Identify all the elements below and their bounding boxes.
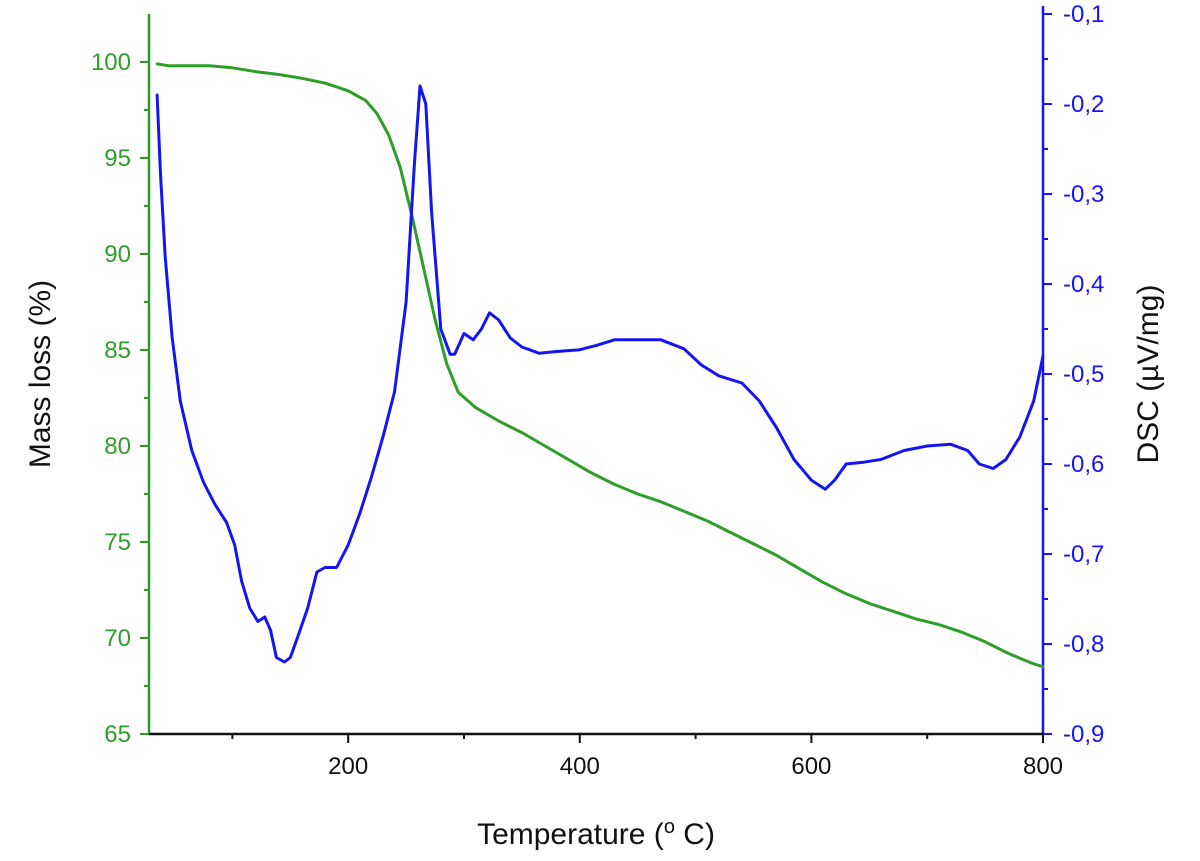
x-tick-label: 400 — [560, 753, 600, 780]
y-right-tick-label: -0,8 — [1063, 631, 1104, 658]
y-left-tick-label: 75 — [104, 529, 131, 556]
y-right-tick-label: -0,5 — [1063, 361, 1104, 388]
y-right-tick-label: -0,2 — [1063, 91, 1104, 118]
mass-series-line — [155, 62, 1045, 669]
y-left-tick-label: 85 — [104, 337, 131, 364]
y-left-tick-label: 80 — [104, 433, 131, 460]
y-left-tick-label: 70 — [104, 625, 131, 652]
series-layer — [155, 62, 1045, 669]
x-axis-title-sup: o — [664, 816, 675, 838]
x-axis-title: Temperature (o C) — [477, 816, 715, 851]
x-axis-title-post: C) — [675, 818, 715, 851]
y-left-tick-label: 95 — [104, 145, 131, 172]
x-tick-label: 800 — [1023, 753, 1063, 780]
y-left-tick-label: 100 — [91, 49, 131, 76]
y-right-axis-title: DSC (µV/mg) — [1132, 285, 1165, 464]
y-right-tick-label: -0,1 — [1063, 1, 1104, 28]
x-tick-label: 200 — [328, 753, 368, 780]
y-right-tick-label: -0,3 — [1063, 181, 1104, 208]
dsc-series-line — [155, 84, 1045, 664]
axes-layer — [140, 6, 1052, 743]
x-tick-label: 600 — [791, 753, 831, 780]
y-left-tick-label: 90 — [104, 241, 131, 268]
y-right-tick-label: -0,6 — [1063, 451, 1104, 478]
y-right-tick-label: -0,4 — [1063, 271, 1104, 298]
x-axis-title-main: Temperature ( — [477, 818, 664, 851]
labels-layer: 200 400 600 800 65 70 75 80 85 90 95 100 -0,9 -0,8 -0,… — [24, 1, 1165, 851]
y-right-tick-label: -0,7 — [1063, 541, 1104, 568]
y-left-tick-label: 65 — [104, 721, 131, 748]
y-left-axis-title: Mass loss (%) — [24, 280, 57, 468]
y-right-tick-label: -0,9 — [1063, 721, 1104, 748]
